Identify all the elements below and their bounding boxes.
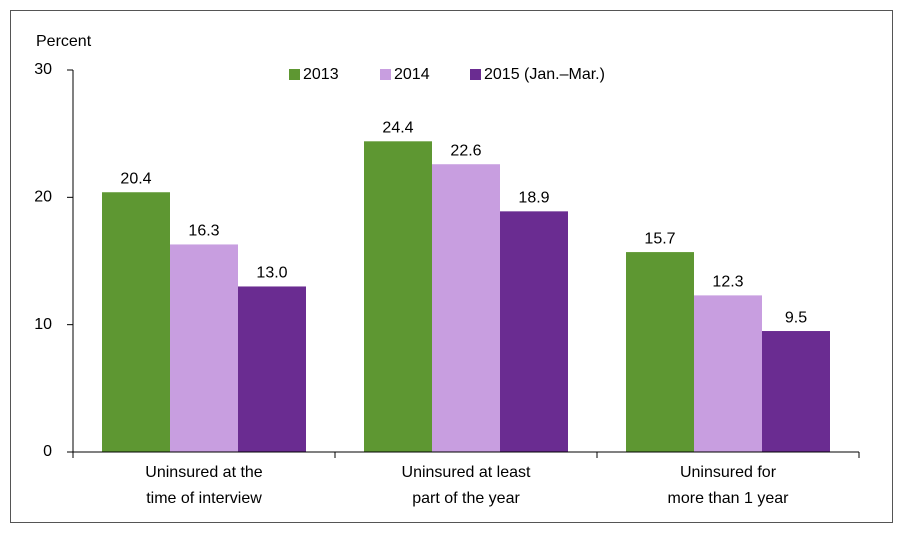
x-tick-label: Uninsured for — [680, 464, 777, 481]
value-label: 13.0 — [256, 265, 287, 282]
y-tick-label: 20 — [34, 189, 52, 206]
legend-label: 2013 — [303, 66, 339, 83]
value-label: 20.4 — [120, 170, 151, 187]
x-tick-label: time of interview — [146, 490, 262, 507]
x-tick-label: part of the year — [412, 490, 520, 507]
value-label: 16.3 — [188, 223, 219, 240]
bar — [626, 252, 694, 452]
value-label: 24.4 — [382, 120, 413, 137]
x-tick-label: more than 1 year — [668, 490, 790, 507]
value-label: 9.5 — [785, 309, 807, 326]
value-label: 22.6 — [450, 142, 481, 159]
bar — [364, 141, 432, 452]
bar — [432, 164, 500, 452]
legend-swatch — [289, 69, 300, 80]
y-tick-label: 30 — [34, 61, 52, 78]
x-tick-label: Uninsured at the — [145, 464, 263, 481]
bar — [694, 295, 762, 452]
value-label: 15.7 — [644, 230, 675, 247]
legend-swatch — [380, 69, 391, 80]
legend-swatch — [470, 69, 481, 80]
y-axis-label: Percent — [36, 33, 92, 50]
bar — [170, 244, 238, 452]
bar — [102, 192, 170, 453]
bar — [238, 286, 306, 452]
bar — [762, 331, 830, 452]
y-tick-label: 0 — [43, 443, 52, 460]
y-tick-label: 10 — [34, 316, 52, 333]
x-tick-label: Uninsured at least — [402, 464, 532, 481]
legend-label: 2015 (Jan.–Mar.) — [484, 66, 605, 83]
value-label: 18.9 — [518, 190, 549, 207]
value-label: 12.3 — [712, 274, 743, 291]
legend-label: 2014 — [394, 66, 430, 83]
bar — [500, 211, 568, 452]
